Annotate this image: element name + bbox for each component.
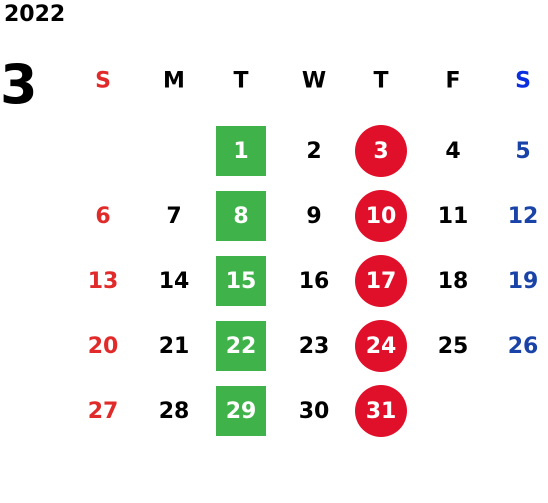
day-cell[interactable]: 16 <box>298 268 330 294</box>
calendar-month: 3 <box>0 53 38 116</box>
day-cell[interactable]: 25 <box>437 333 469 359</box>
day-cell[interactable]: 20 <box>87 333 119 359</box>
day-cell-highlight-square[interactable]: 22 <box>216 321 266 371</box>
day-cell[interactable]: 4 <box>445 138 461 164</box>
day-cell[interactable]: 26 <box>507 333 539 359</box>
day-cell-highlight-circle[interactable]: 3 <box>355 125 407 177</box>
day-cell[interactable]: 6 <box>95 203 111 229</box>
day-cell[interactable]: 27 <box>87 398 119 424</box>
day-cell[interactable]: 18 <box>437 268 469 294</box>
day-cell-highlight-square[interactable]: 1 <box>216 126 266 176</box>
day-cell-highlight-circle[interactable]: 10 <box>355 190 407 242</box>
day-cell[interactable]: 23 <box>298 333 330 359</box>
day-cell[interactable]: 30 <box>298 398 330 424</box>
day-cell[interactable]: 13 <box>87 268 119 294</box>
weekday-header: T <box>233 68 249 94</box>
day-cell[interactable]: 14 <box>158 268 190 294</box>
weekday-header: S <box>95 68 111 94</box>
day-cell[interactable]: 11 <box>437 203 469 229</box>
day-cell-highlight-circle[interactable]: 24 <box>355 320 407 372</box>
day-cell-highlight-square[interactable]: 29 <box>216 386 266 436</box>
day-cell[interactable]: 19 <box>507 268 539 294</box>
weekday-header: M <box>163 68 185 94</box>
day-cell[interactable]: 7 <box>166 203 182 229</box>
day-cell[interactable]: 2 <box>306 138 322 164</box>
day-cell[interactable]: 5 <box>515 138 531 164</box>
weekday-header: W <box>301 68 327 94</box>
day-cell[interactable]: 9 <box>306 203 322 229</box>
weekday-header: F <box>445 68 461 94</box>
weekday-header: S <box>515 68 531 94</box>
day-cell-highlight-square[interactable]: 15 <box>216 256 266 306</box>
day-cell[interactable]: 12 <box>507 203 539 229</box>
day-cell[interactable]: 28 <box>158 398 190 424</box>
day-cell[interactable]: 21 <box>158 333 190 359</box>
calendar-year: 2022 <box>4 2 66 27</box>
day-cell-highlight-circle[interactable]: 31 <box>355 385 407 437</box>
day-cell-highlight-circle[interactable]: 17 <box>355 255 407 307</box>
day-cell-highlight-square[interactable]: 8 <box>216 191 266 241</box>
weekday-header: T <box>373 68 389 94</box>
